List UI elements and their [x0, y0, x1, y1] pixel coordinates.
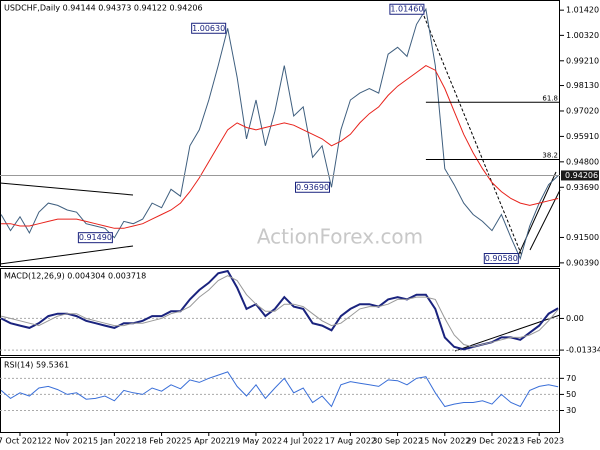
current-price-box: [561, 170, 599, 181]
series-line: [0, 7, 559, 260]
annotation-box: [191, 22, 227, 34]
macd-panel: [0, 268, 560, 356]
y-tick-label: 0.91500: [566, 233, 599, 242]
x-tick-label: 29 Dec 2022: [466, 437, 517, 446]
current-price-label: 0.94206: [565, 171, 598, 180]
y-tick-label: 0.93690: [566, 183, 599, 192]
y-tick-label: 0.99210: [566, 56, 599, 65]
y-tick-label: 0.94800: [566, 157, 599, 166]
annotation-box: [483, 253, 519, 265]
trend-line: [0, 245, 134, 265]
price-panel: [0, 0, 560, 267]
x-tick-label: 7 Oct 2021: [0, 437, 42, 446]
y-tick-label: 30: [566, 406, 576, 415]
y-tick-label: 0.97020: [566, 106, 599, 115]
x-tick-label: 4 Jul 2022: [283, 437, 323, 446]
annotation-box: [77, 232, 113, 244]
annotation-label: 0.90580: [485, 254, 518, 263]
annotation-label: 1.00630: [192, 24, 225, 33]
series-line: [0, 371, 559, 408]
y-tick-label: 0.90390: [566, 258, 599, 267]
x-tick-label: 18 Feb 2022: [137, 437, 187, 446]
macd-label: MACD(12,26,9) 0.004304 0.003718: [4, 272, 146, 281]
y-tick-label: 0.95910: [566, 132, 599, 141]
trend-line: [423, 15, 523, 257]
y-tick-label: 0.00: [566, 314, 584, 323]
y-tick-label: -0.01334: [566, 346, 600, 355]
channel-line: [517, 171, 557, 257]
watermark: ActionForex.com: [257, 225, 423, 249]
series-line: [1, 65, 559, 229]
x-tick-label: 19 May 2022: [230, 437, 282, 446]
trend-line: [0, 182, 134, 196]
x-tick-label: 17 Aug 2022: [325, 437, 376, 446]
y-tick-label: 1.00320: [566, 31, 599, 40]
series-line: [0, 269, 559, 351]
fib-label: 61.8: [542, 94, 558, 102]
y-tick-label: 70: [566, 374, 576, 383]
y-tick-label: 50: [566, 390, 576, 399]
annotation-box: [295, 181, 330, 193]
annotation-label: 0.91490: [79, 233, 112, 242]
annotation-label: 0.93690: [296, 183, 329, 192]
x-tick-label: 13 Feb 2023: [514, 437, 564, 446]
annotation-box: [389, 3, 425, 15]
channel-line: [529, 189, 561, 251]
x-tick-label: 5 Apr 2022: [187, 437, 231, 446]
y-tick-label: 0.98130: [566, 81, 599, 90]
annotation-label: 1.01460: [390, 5, 423, 14]
x-tick-label: 30 Sep 2022: [372, 437, 423, 446]
x-tick-label: 22 Nov 2021: [42, 437, 93, 446]
rsi-label: RSI(14) 59.5361: [4, 361, 69, 370]
fib-label: 38.2: [542, 152, 558, 160]
chart-title: USDCHF,Daily 0.94144 0.94373 0.94122 0.9…: [4, 4, 203, 13]
x-tick-label: 5 Jan 2022: [93, 437, 136, 446]
y-tick-label: 1.01420: [566, 6, 599, 15]
rsi-panel: [0, 357, 560, 433]
series-line: [0, 275, 559, 348]
x-tick-label: 15 Nov 2022: [419, 437, 470, 446]
